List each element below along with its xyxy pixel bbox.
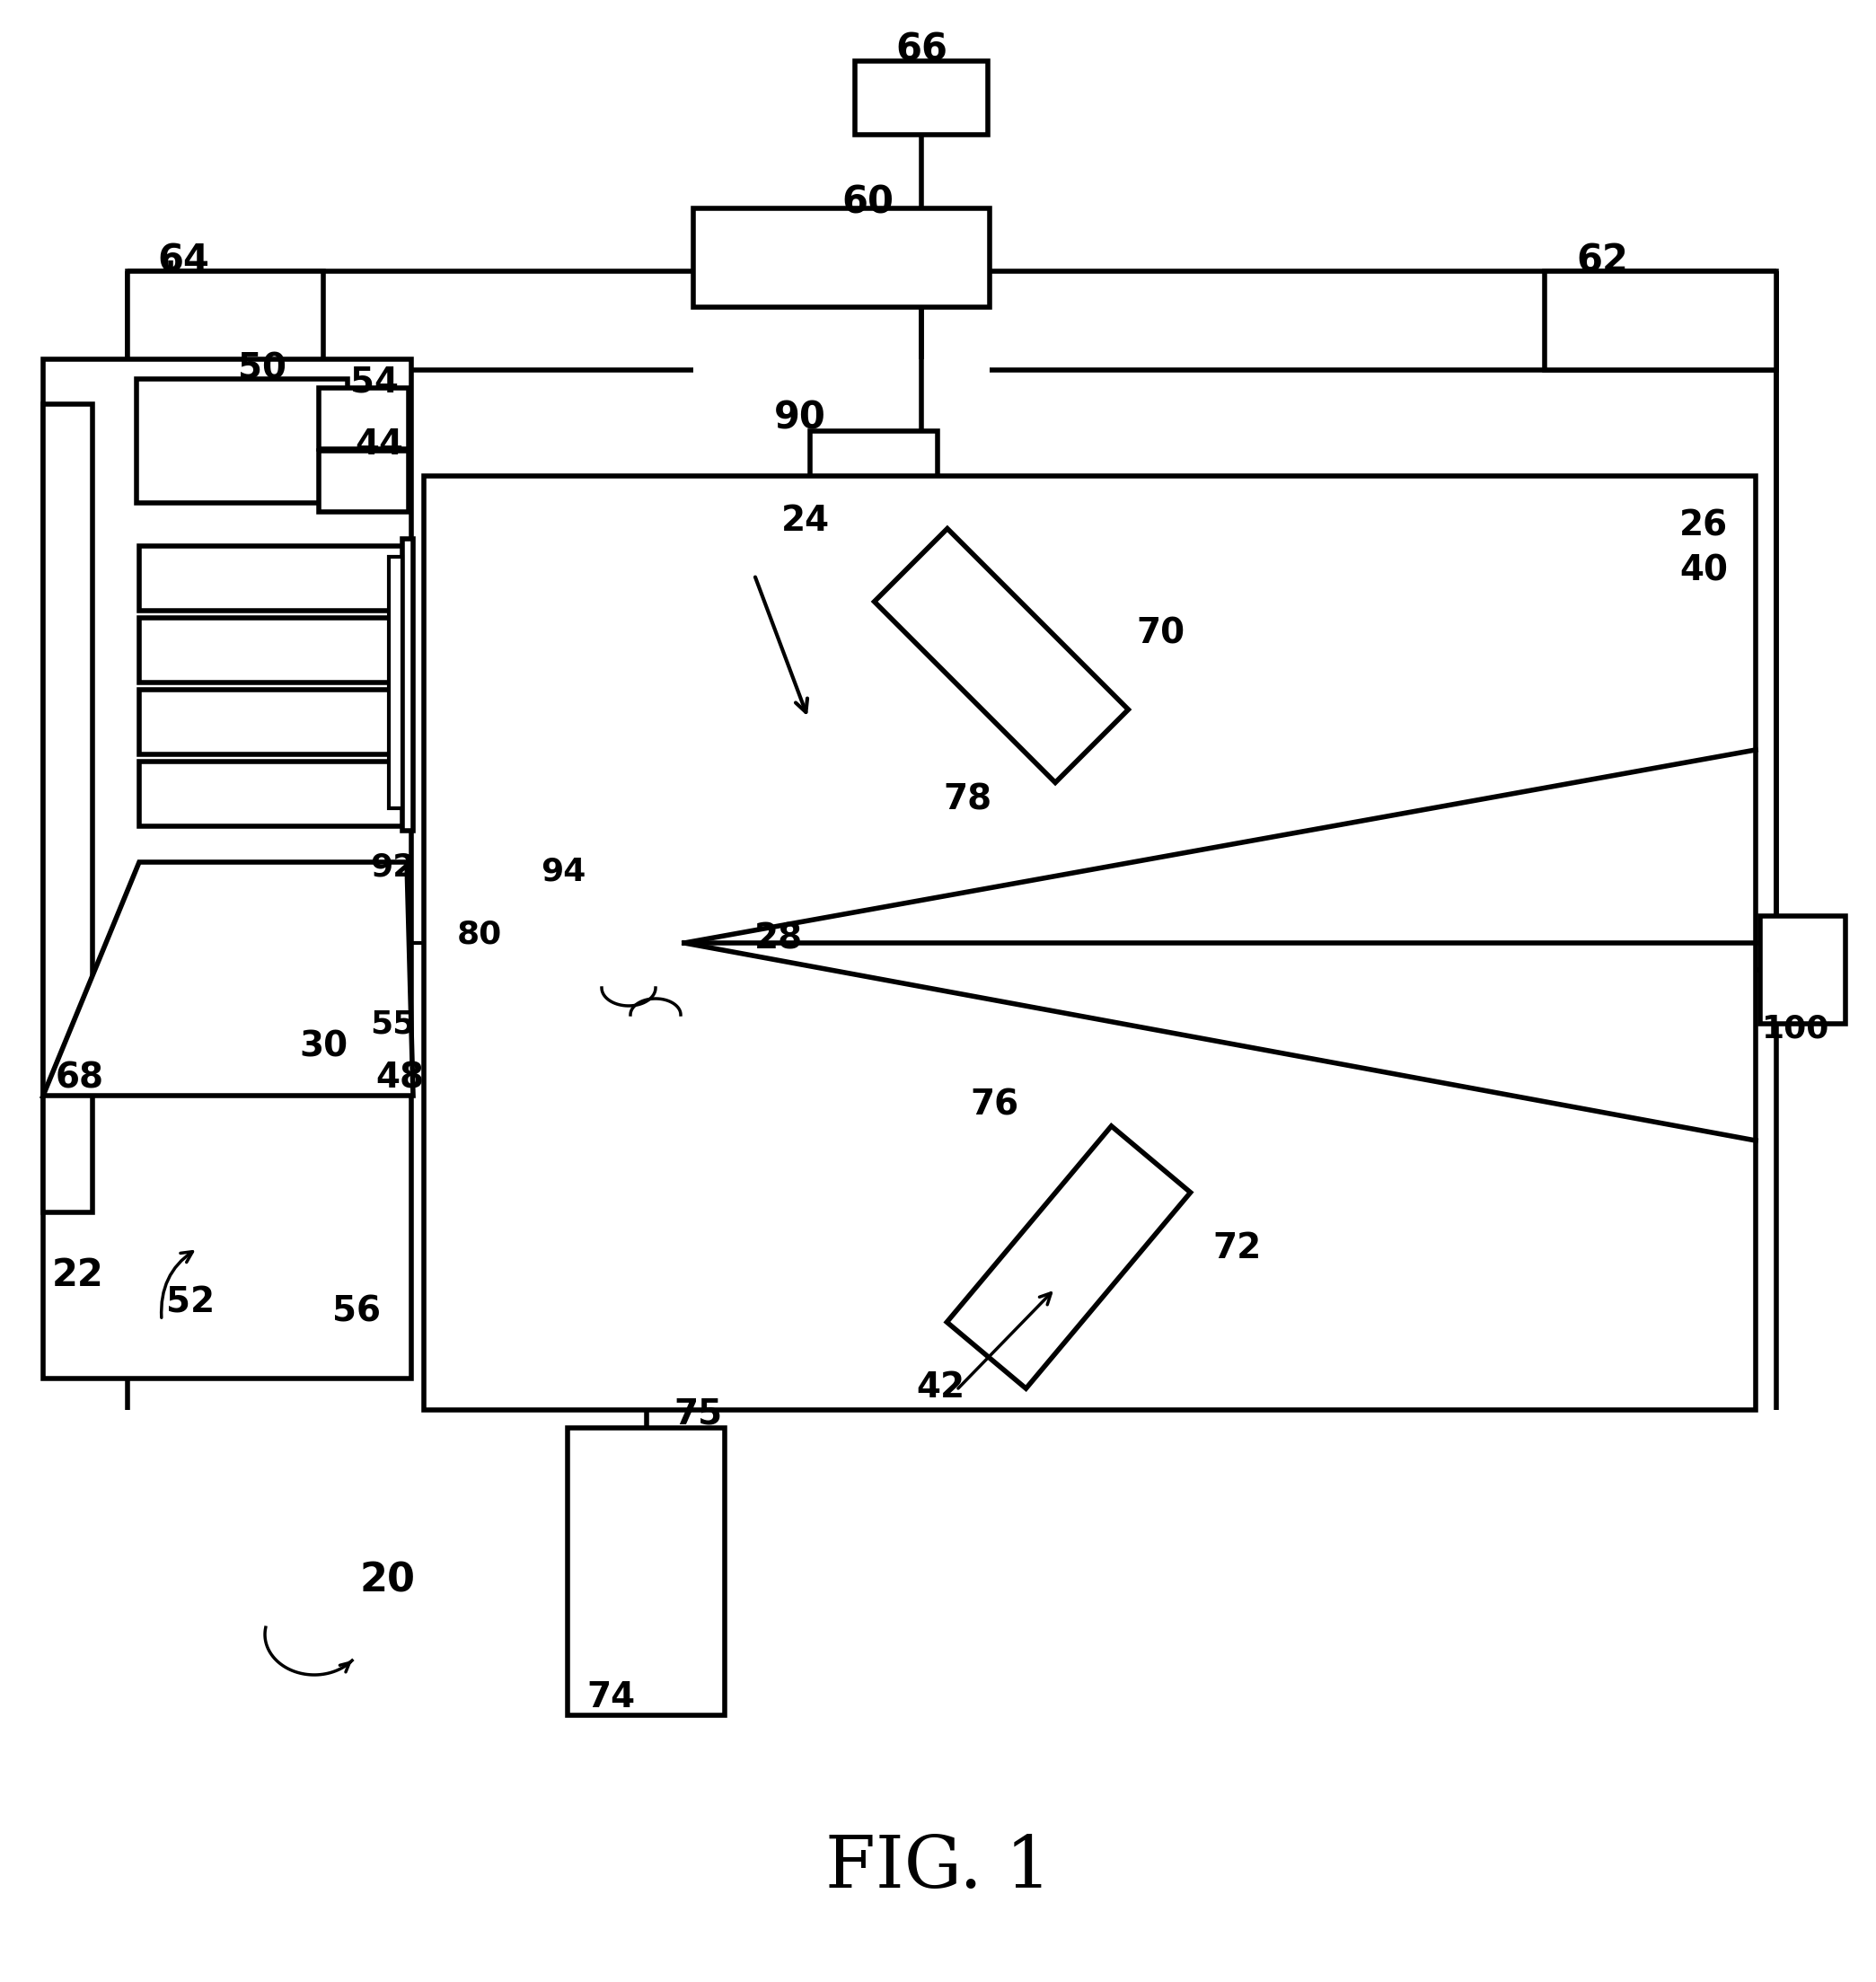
Text: 90: 90 xyxy=(775,398,825,436)
Bar xyxy=(319,388,409,450)
Text: 72: 72 xyxy=(1212,1231,1261,1265)
Bar xyxy=(568,1427,724,1714)
FancyArrowPatch shape xyxy=(161,1251,193,1318)
FancyArrowPatch shape xyxy=(959,1292,1051,1389)
Bar xyxy=(319,450,409,511)
Text: 52: 52 xyxy=(167,1284,214,1320)
Text: 80: 80 xyxy=(458,920,503,949)
Text: 76: 76 xyxy=(970,1088,1019,1122)
Text: 60: 60 xyxy=(842,182,893,220)
Text: 100: 100 xyxy=(1762,1013,1829,1045)
Bar xyxy=(139,618,403,682)
Bar xyxy=(139,690,403,755)
Bar xyxy=(388,557,401,809)
Text: 30: 30 xyxy=(298,1029,347,1062)
Polygon shape xyxy=(874,529,1127,783)
Text: 64: 64 xyxy=(158,242,208,279)
Text: 55: 55 xyxy=(370,1009,415,1039)
Text: 56: 56 xyxy=(332,1294,381,1328)
Text: 50: 50 xyxy=(238,351,287,385)
Text: 68: 68 xyxy=(56,1060,105,1094)
Polygon shape xyxy=(947,1126,1191,1389)
Bar xyxy=(810,430,938,529)
Bar xyxy=(855,61,989,135)
Text: 54: 54 xyxy=(351,365,400,398)
Text: 20: 20 xyxy=(358,1562,415,1599)
Bar xyxy=(139,545,403,610)
Bar xyxy=(424,476,1756,1409)
Text: 62: 62 xyxy=(1576,242,1628,279)
Text: 74: 74 xyxy=(587,1681,634,1714)
Polygon shape xyxy=(43,862,413,1096)
Bar xyxy=(139,761,403,826)
Text: 75: 75 xyxy=(673,1397,722,1431)
Bar xyxy=(1760,916,1846,1025)
Text: FIG. 1: FIG. 1 xyxy=(825,1833,1051,1903)
Text: 24: 24 xyxy=(780,503,829,537)
Text: 44: 44 xyxy=(355,428,403,462)
Text: 22: 22 xyxy=(53,1257,103,1294)
Bar xyxy=(43,404,92,1213)
Bar xyxy=(137,379,347,503)
Text: 70: 70 xyxy=(1137,616,1184,650)
Bar xyxy=(401,539,413,830)
Bar xyxy=(1544,272,1777,371)
Text: 26: 26 xyxy=(1679,507,1728,543)
Bar xyxy=(43,359,411,1379)
Text: 78: 78 xyxy=(944,783,992,817)
Text: 94: 94 xyxy=(540,856,585,886)
Text: 66: 66 xyxy=(895,30,947,67)
Text: 92: 92 xyxy=(370,852,415,882)
Bar xyxy=(694,208,991,307)
Text: 28: 28 xyxy=(754,922,803,955)
Text: 40: 40 xyxy=(1679,553,1728,587)
Bar xyxy=(128,272,323,371)
Text: 42: 42 xyxy=(915,1370,964,1405)
Text: 48: 48 xyxy=(375,1060,424,1094)
